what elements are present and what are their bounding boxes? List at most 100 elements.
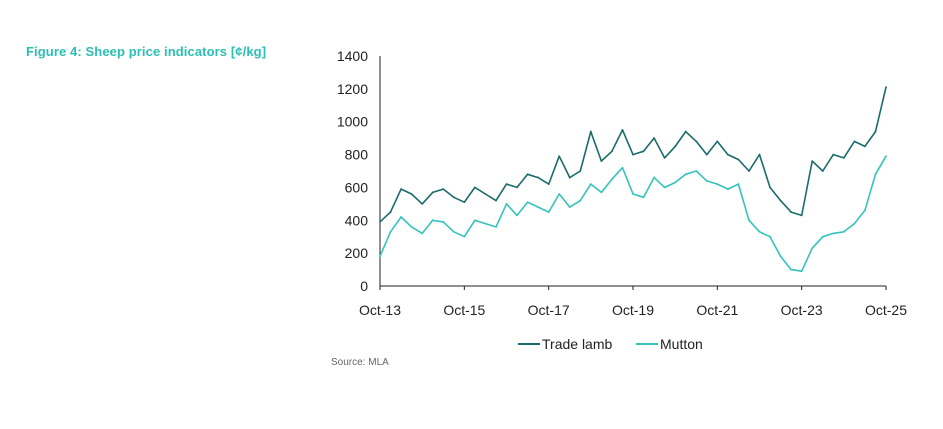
y-tick-label: 800 bbox=[345, 147, 369, 163]
data-point-mutton bbox=[526, 201, 529, 204]
data-point-mutton bbox=[695, 170, 698, 172]
data-point-mutton bbox=[495, 225, 497, 228]
data-point-trade-lamb bbox=[421, 202, 424, 205]
data-point-mutton bbox=[452, 230, 455, 233]
data-point-trade-lamb bbox=[463, 201, 466, 204]
data-point-trade-lamb bbox=[790, 211, 793, 213]
data-point-mutton bbox=[779, 255, 782, 258]
data-point-mutton bbox=[621, 166, 624, 169]
data-point-trade-lamb bbox=[769, 186, 771, 189]
data-point-mutton bbox=[653, 176, 655, 179]
data-point-trade-lamb bbox=[663, 156, 666, 159]
x-tick-label: Oct-17 bbox=[528, 302, 570, 318]
data-point-trade-lamb bbox=[874, 130, 877, 133]
data-point-trade-lamb bbox=[853, 140, 856, 143]
data-point-trade-lamb bbox=[442, 188, 445, 190]
data-point-trade-lamb bbox=[864, 145, 866, 148]
data-point-trade-lamb bbox=[516, 186, 518, 189]
data-point-trade-lamb bbox=[726, 153, 729, 156]
data-point-trade-lamb bbox=[558, 155, 561, 158]
data-point-mutton bbox=[473, 219, 476, 222]
data-point-trade-lamb bbox=[779, 199, 782, 202]
data-point-trade-lamb bbox=[716, 140, 719, 143]
data-point-mutton bbox=[716, 183, 719, 186]
y-tick-label: 0 bbox=[360, 278, 368, 294]
data-point-trade-lamb bbox=[653, 137, 655, 140]
data-point-trade-lamb bbox=[505, 183, 508, 186]
x-tick-label: Oct-13 bbox=[359, 302, 401, 318]
y-tick-label: 1000 bbox=[337, 114, 368, 130]
data-point-mutton bbox=[821, 235, 824, 238]
data-point-trade-lamb bbox=[684, 130, 687, 133]
data-point-mutton bbox=[832, 232, 835, 235]
data-point-trade-lamb bbox=[642, 150, 645, 153]
data-point-mutton bbox=[484, 222, 487, 225]
data-point-mutton bbox=[547, 211, 550, 213]
data-point-trade-lamb bbox=[526, 173, 529, 176]
data-point-mutton bbox=[537, 206, 540, 209]
data-point-mutton bbox=[611, 178, 613, 181]
data-point-mutton bbox=[726, 188, 729, 190]
data-point-mutton bbox=[842, 230, 845, 233]
data-point-trade-lamb bbox=[842, 156, 845, 159]
data-point-mutton bbox=[632, 193, 634, 195]
y-tick-label: 200 bbox=[345, 245, 369, 261]
data-point-mutton bbox=[853, 222, 856, 225]
y-tick-label: 600 bbox=[345, 179, 369, 195]
data-point-mutton bbox=[800, 270, 803, 273]
data-point-mutton bbox=[737, 183, 740, 186]
data-point-mutton bbox=[600, 191, 603, 194]
data-point-trade-lamb bbox=[821, 170, 824, 172]
data-point-trade-lamb bbox=[495, 199, 497, 202]
data-point-trade-lamb bbox=[695, 140, 698, 143]
data-point-trade-lamb bbox=[473, 186, 476, 189]
x-tick-label: Oct-15 bbox=[443, 302, 485, 318]
data-point-trade-lamb bbox=[410, 193, 413, 195]
data-point-mutton bbox=[769, 235, 771, 238]
data-point-mutton bbox=[442, 221, 445, 223]
data-point-trade-lamb bbox=[579, 170, 582, 172]
data-point-trade-lamb bbox=[621, 129, 624, 131]
data-point-trade-lamb bbox=[758, 153, 761, 156]
data-point-mutton bbox=[516, 214, 518, 217]
data-point-mutton bbox=[505, 202, 508, 205]
data-point-trade-lamb bbox=[589, 130, 592, 133]
data-point-mutton bbox=[463, 235, 466, 238]
data-point-trade-lamb bbox=[400, 188, 402, 190]
data-point-mutton bbox=[379, 255, 381, 258]
legend-label-trade-lamb: Trade lamb bbox=[542, 336, 613, 352]
data-point-mutton bbox=[874, 173, 877, 176]
data-point-mutton bbox=[758, 230, 761, 233]
data-point-mutton bbox=[568, 206, 571, 209]
data-point-mutton bbox=[410, 225, 413, 228]
data-point-trade-lamb bbox=[885, 86, 887, 89]
data-point-mutton bbox=[558, 193, 561, 195]
data-point-mutton bbox=[684, 173, 687, 176]
data-point-mutton bbox=[421, 232, 424, 235]
x-tick-label: Oct-19 bbox=[612, 302, 654, 318]
y-tick-label: 1400 bbox=[337, 48, 368, 64]
data-point-mutton bbox=[811, 247, 814, 250]
data-point-mutton bbox=[885, 155, 887, 158]
source-note: Source: MLA bbox=[331, 357, 389, 368]
data-point-trade-lamb bbox=[389, 211, 392, 213]
data-point-trade-lamb bbox=[537, 176, 540, 179]
data-point-mutton bbox=[864, 209, 866, 212]
legend-label-mutton: Mutton bbox=[660, 336, 703, 352]
data-point-mutton bbox=[589, 183, 592, 186]
data-point-mutton bbox=[674, 181, 677, 184]
data-point-mutton bbox=[431, 219, 434, 222]
data-point-trade-lamb bbox=[600, 160, 603, 163]
data-point-trade-lamb bbox=[452, 196, 455, 199]
data-point-trade-lamb bbox=[705, 153, 708, 156]
data-point-mutton bbox=[705, 179, 708, 182]
data-point-trade-lamb bbox=[611, 150, 613, 153]
data-point-trade-lamb bbox=[568, 176, 571, 179]
data-point-mutton bbox=[663, 186, 666, 189]
y-tick-label: 1200 bbox=[337, 81, 368, 97]
data-point-mutton bbox=[389, 230, 392, 233]
x-tick-label: Oct-21 bbox=[696, 302, 738, 318]
data-point-trade-lamb bbox=[811, 160, 814, 163]
data-point-mutton bbox=[400, 216, 402, 218]
